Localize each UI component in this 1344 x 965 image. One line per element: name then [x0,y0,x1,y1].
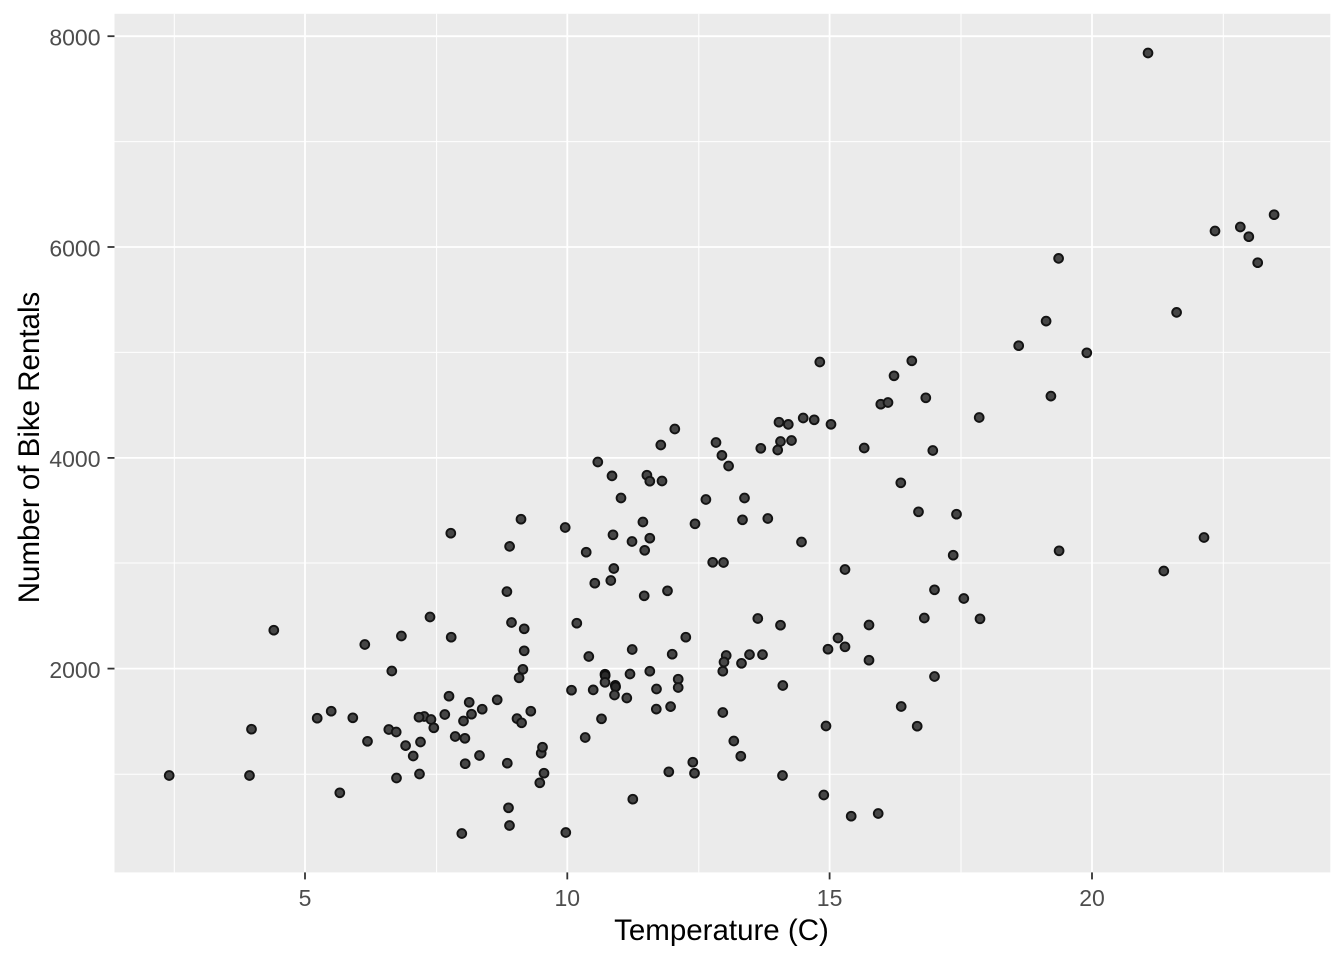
svg-text:6000: 6000 [49,235,100,261]
svg-text:15: 15 [817,885,843,911]
svg-text:20: 20 [1079,885,1105,911]
svg-text:Number of Bike Rentals: Number of Bike Rentals [13,292,46,604]
svg-text:8000: 8000 [49,25,100,51]
svg-text:4000: 4000 [49,446,100,472]
svg-text:2000: 2000 [49,657,100,683]
svg-text:10: 10 [555,885,581,911]
svg-text:Temperature (C): Temperature (C) [614,914,829,947]
svg-text:5: 5 [299,885,312,911]
